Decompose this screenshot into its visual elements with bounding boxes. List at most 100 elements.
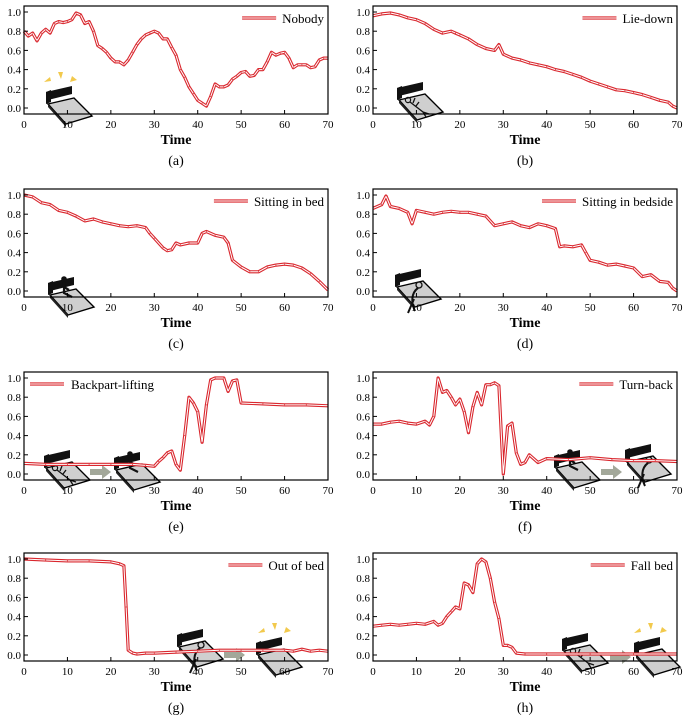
data-point — [218, 86, 220, 88]
data-point — [446, 390, 448, 391]
data-point — [455, 606, 456, 608]
person-head — [404, 96, 412, 104]
y-tick-label: 0.4 — [356, 65, 370, 77]
x-tick-label: 0 — [21, 485, 27, 497]
plot-frame — [23, 5, 329, 115]
y-tick-label: 0.2 — [7, 267, 21, 279]
data-point — [205, 105, 207, 107]
data-point — [132, 463, 134, 465]
data-point — [153, 237, 155, 239]
x-tick-label: 30 — [149, 485, 161, 497]
data-point — [140, 38, 142, 40]
data-point — [615, 263, 617, 265]
plot-frame — [372, 5, 678, 115]
data-point — [515, 452, 517, 454]
data-point — [162, 38, 164, 40]
series-line — [372, 11, 678, 110]
data-point — [537, 223, 539, 225]
x-tick-label: 20 — [454, 302, 466, 314]
data-point — [197, 650, 199, 652]
data-point — [389, 623, 391, 625]
y-tick-label: 0.8 — [356, 573, 370, 585]
data-point — [615, 89, 617, 91]
person-body — [407, 287, 419, 314]
y-tick-label: 0.8 — [7, 573, 21, 585]
data-point — [188, 86, 190, 88]
person-body — [56, 465, 77, 486]
x-tick-label: 10 — [62, 302, 74, 314]
data-point — [171, 249, 173, 251]
data-point — [528, 227, 530, 229]
data-point — [323, 57, 325, 59]
data-point — [450, 30, 452, 32]
x-tick-label: 70 — [323, 119, 335, 131]
person-body — [62, 282, 73, 298]
data-point — [381, 624, 383, 626]
data-point — [385, 195, 387, 197]
y-tick-label: 0.8 — [7, 392, 21, 404]
data-point — [27, 35, 29, 37]
data-point — [162, 247, 164, 249]
data-point — [559, 246, 561, 248]
data-point — [442, 211, 443, 213]
data-point — [66, 21, 68, 23]
x-tick-label: 20 — [105, 119, 117, 131]
data-point — [123, 565, 125, 567]
plot-frame — [372, 552, 678, 662]
data-point — [110, 57, 112, 59]
y-tick-label: 0.0 — [356, 650, 370, 662]
data-point — [210, 96, 212, 97]
panel-caption: (c) — [168, 337, 184, 352]
data-point — [524, 462, 526, 463]
x-tick-label: 30 — [149, 119, 161, 131]
data-point — [528, 62, 530, 64]
x-tick-label: 20 — [105, 485, 117, 497]
data-point — [563, 71, 565, 72]
x-axis-label: Time — [161, 499, 192, 514]
data-point — [149, 32, 151, 34]
data-point — [481, 558, 483, 560]
data-point — [389, 12, 391, 14]
x-tick-label: 70 — [323, 666, 335, 678]
alert-ray — [634, 628, 641, 633]
data-point — [84, 23, 86, 24]
data-point — [398, 14, 400, 16]
x-tick-label: 0 — [21, 666, 27, 678]
data-point — [318, 280, 320, 282]
data-point — [429, 424, 430, 426]
data-point — [411, 223, 413, 225]
data-point — [424, 623, 426, 625]
data-point — [437, 377, 439, 379]
data-point — [305, 64, 307, 66]
x-tick-label: 50 — [585, 666, 597, 678]
data-point — [498, 44, 500, 46]
y-tick-label: 0.0 — [356, 103, 370, 115]
data-point — [184, 76, 186, 78]
legend-label: Backpart-lifting — [71, 377, 155, 392]
bed-headboard — [256, 637, 282, 651]
data-point — [262, 649, 264, 651]
data-point — [633, 267, 635, 269]
data-point — [624, 90, 626, 92]
x-tick-label: 30 — [149, 666, 161, 678]
data-point — [450, 611, 452, 613]
bed-headboard — [397, 82, 423, 96]
panel-caption: (g) — [168, 701, 185, 716]
data-point — [389, 206, 391, 207]
data-point — [672, 105, 674, 107]
data-point — [201, 102, 203, 104]
data-point — [481, 404, 483, 406]
person-head — [127, 451, 133, 457]
data-point — [667, 281, 669, 283]
data-point — [446, 616, 448, 618]
y-tick-label: 1.0 — [7, 554, 21, 566]
y-tick-label: 0.0 — [356, 469, 370, 481]
y-tick-label: 0.4 — [356, 612, 370, 624]
data-point — [201, 232, 203, 234]
data-point — [258, 271, 259, 273]
chart-g: 0.0 0.2 0.4 0.6 0.8 1.0 0 10 20 30 40 50 60 70 Time (g)… — [7, 552, 335, 716]
data-point — [136, 44, 138, 46]
x-tick-label: 0 — [370, 119, 376, 131]
x-tick-label: 70 — [672, 666, 684, 678]
legend: Turn-back — [579, 377, 673, 392]
